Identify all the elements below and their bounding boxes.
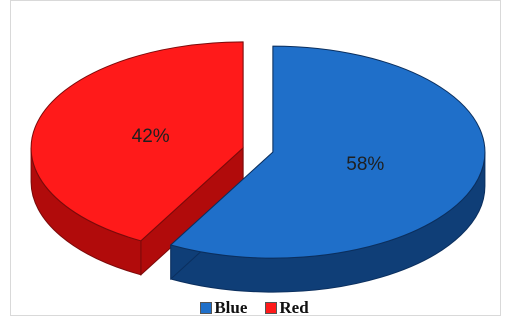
legend: Blue Red (0, 298, 509, 318)
legend-item-blue: Blue (200, 298, 247, 318)
data-label-blue: 58% (346, 154, 384, 175)
legend-swatch-red (265, 302, 278, 314)
legend-label-red: Red (279, 298, 309, 317)
slice-top-red (30, 41, 244, 242)
pie-slices (30, 41, 486, 293)
slice-red (30, 41, 244, 276)
slice-top-blue (169, 45, 486, 259)
slice-blue (169, 45, 486, 293)
legend-label-blue: Blue (214, 298, 248, 317)
legend-item-red: Red (265, 298, 309, 318)
pie-labels: 42% 58% (132, 126, 385, 175)
data-label-red: 42% (132, 126, 170, 147)
legend-swatch-blue (200, 302, 213, 314)
